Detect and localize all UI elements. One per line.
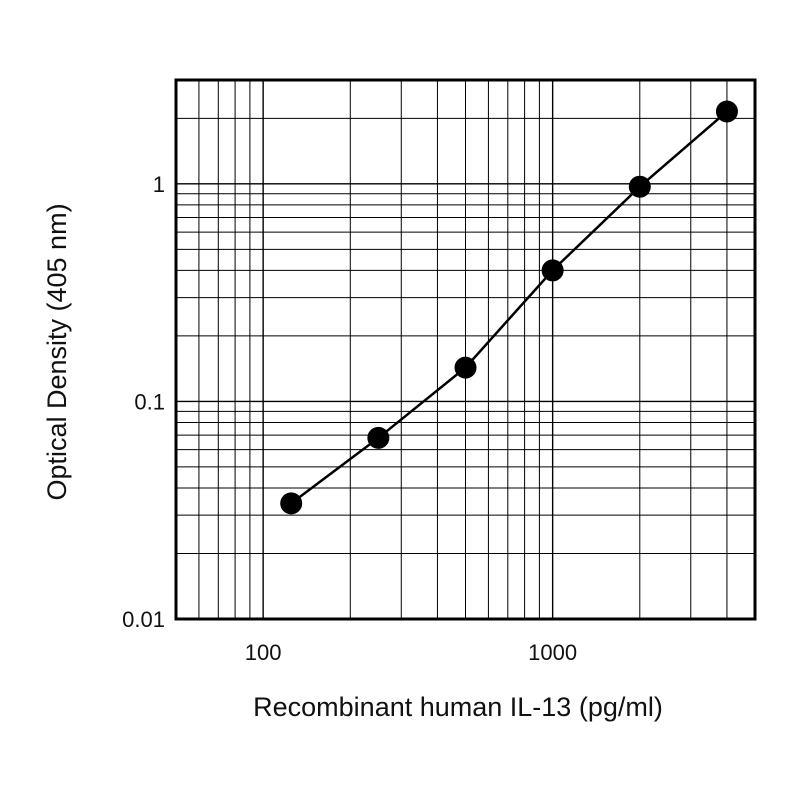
data-point [454, 356, 477, 379]
data-point [541, 259, 564, 282]
plot-frame [174, 78, 757, 621]
tick-labels: 100 1000 0.01 0.1 1 [122, 172, 577, 665]
x-tick-label: 1000 [528, 640, 577, 665]
x-axis-title: Recombinant human IL-13 (pg/ml) [253, 692, 663, 722]
x-tick-label: 100 [245, 640, 282, 665]
data-point [280, 492, 303, 515]
data-point [628, 175, 651, 198]
data-point [715, 100, 738, 123]
y-tick-label: 0.01 [122, 607, 165, 632]
y-axis-title: Optical Density (405 nm) [42, 203, 72, 500]
data-series [280, 100, 738, 515]
y-tick-label: 0.1 [134, 389, 165, 414]
data-point [367, 426, 390, 449]
grid [176, 80, 755, 619]
series-line [290, 110, 728, 505]
y-tick-label: 1 [153, 172, 165, 197]
